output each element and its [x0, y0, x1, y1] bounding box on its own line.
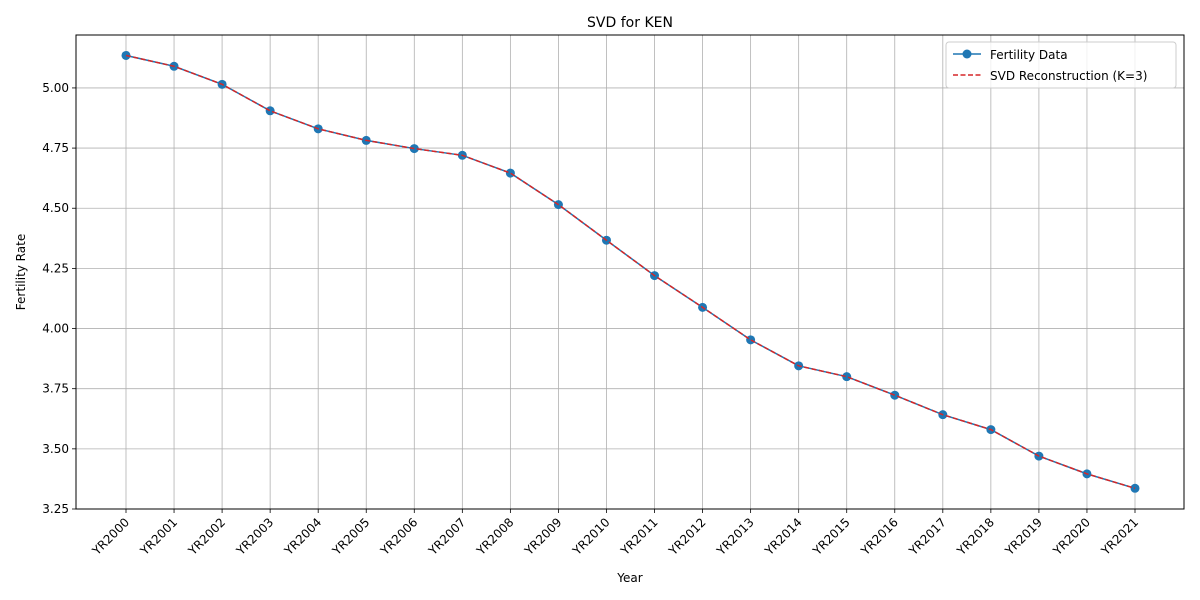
y-tick-label: 4.25: [42, 261, 69, 275]
x-tick-label: YR2012: [665, 515, 708, 558]
x-tick-label: YR2000: [89, 515, 132, 558]
y-axis-ticks: 3.25 3.50 3.75 4.00 4.25 4.50 4.75 5.00: [42, 81, 76, 516]
fertility-data-point: [746, 335, 756, 345]
x-tick-label: YR2009: [521, 515, 564, 558]
x-tick-label: YR2006: [377, 515, 420, 558]
x-tick-label: YR2011: [617, 515, 660, 558]
x-tick-label: YR2017: [906, 515, 949, 558]
y-tick-label: 4.75: [42, 141, 69, 155]
x-tick-label: YR2010: [569, 515, 612, 558]
y-axis-label: Fertility Rate: [14, 234, 28, 310]
x-tick-label: YR2005: [329, 515, 372, 558]
x-tick-label: YR2008: [473, 515, 516, 558]
svd-reconstruction-line: [125, 54, 1136, 490]
x-tick-label: YR2002: [185, 515, 228, 558]
legend-svd-reconstruction-label: SVD Reconstruction (K=3): [990, 69, 1147, 83]
x-tick-label: YR2007: [425, 515, 468, 558]
x-tick-label: YR2015: [810, 515, 853, 558]
x-tick-label: YR2018: [954, 515, 997, 558]
fertility-data-point: [505, 168, 515, 178]
x-tick-label: YR2014: [761, 515, 804, 558]
x-axis-ticks: YR2000 YR2001 YR2002 YR2003 YR2004 YR2005 YR20…: [89, 509, 1141, 559]
x-tick-label: YR2001: [137, 515, 180, 558]
y-tick-label: 4.50: [42, 201, 69, 215]
y-tick-label: 5.00: [42, 81, 69, 95]
y-tick-label: 3.25: [42, 502, 69, 516]
x-tick-label: YR2019: [1002, 515, 1045, 558]
y-tick-label: 4.00: [42, 322, 69, 336]
x-axis-label: Year: [616, 571, 642, 585]
legend-fertility-data-label: Fertility Data: [990, 48, 1068, 62]
x-tick-label: YR2020: [1050, 515, 1093, 558]
fertility-data-point: [890, 390, 900, 400]
grid: [76, 35, 1184, 510]
fertility-data-point: [842, 372, 852, 382]
x-tick-label: YR2003: [233, 515, 276, 558]
fertility-data-line: [125, 54, 1136, 490]
legend: Fertility Data SVD Reconstruction (K=3): [945, 41, 1177, 89]
x-tick-label: YR2021: [1098, 515, 1141, 558]
x-tick-label: YR2013: [713, 515, 756, 558]
series-layer: [121, 50, 1140, 493]
x-tick-label: YR2016: [858, 515, 901, 558]
legend-box: [945, 41, 1177, 89]
y-tick-label: 3.50: [42, 442, 69, 456]
legend-fertility-data-marker: [962, 49, 972, 59]
chart-title: SVD for KEN: [587, 15, 673, 31]
fertility-data-point: [265, 106, 275, 116]
plot-frame: [75, 34, 1185, 510]
y-tick-label: 3.75: [42, 382, 69, 396]
x-tick-label: YR2004: [281, 515, 324, 558]
